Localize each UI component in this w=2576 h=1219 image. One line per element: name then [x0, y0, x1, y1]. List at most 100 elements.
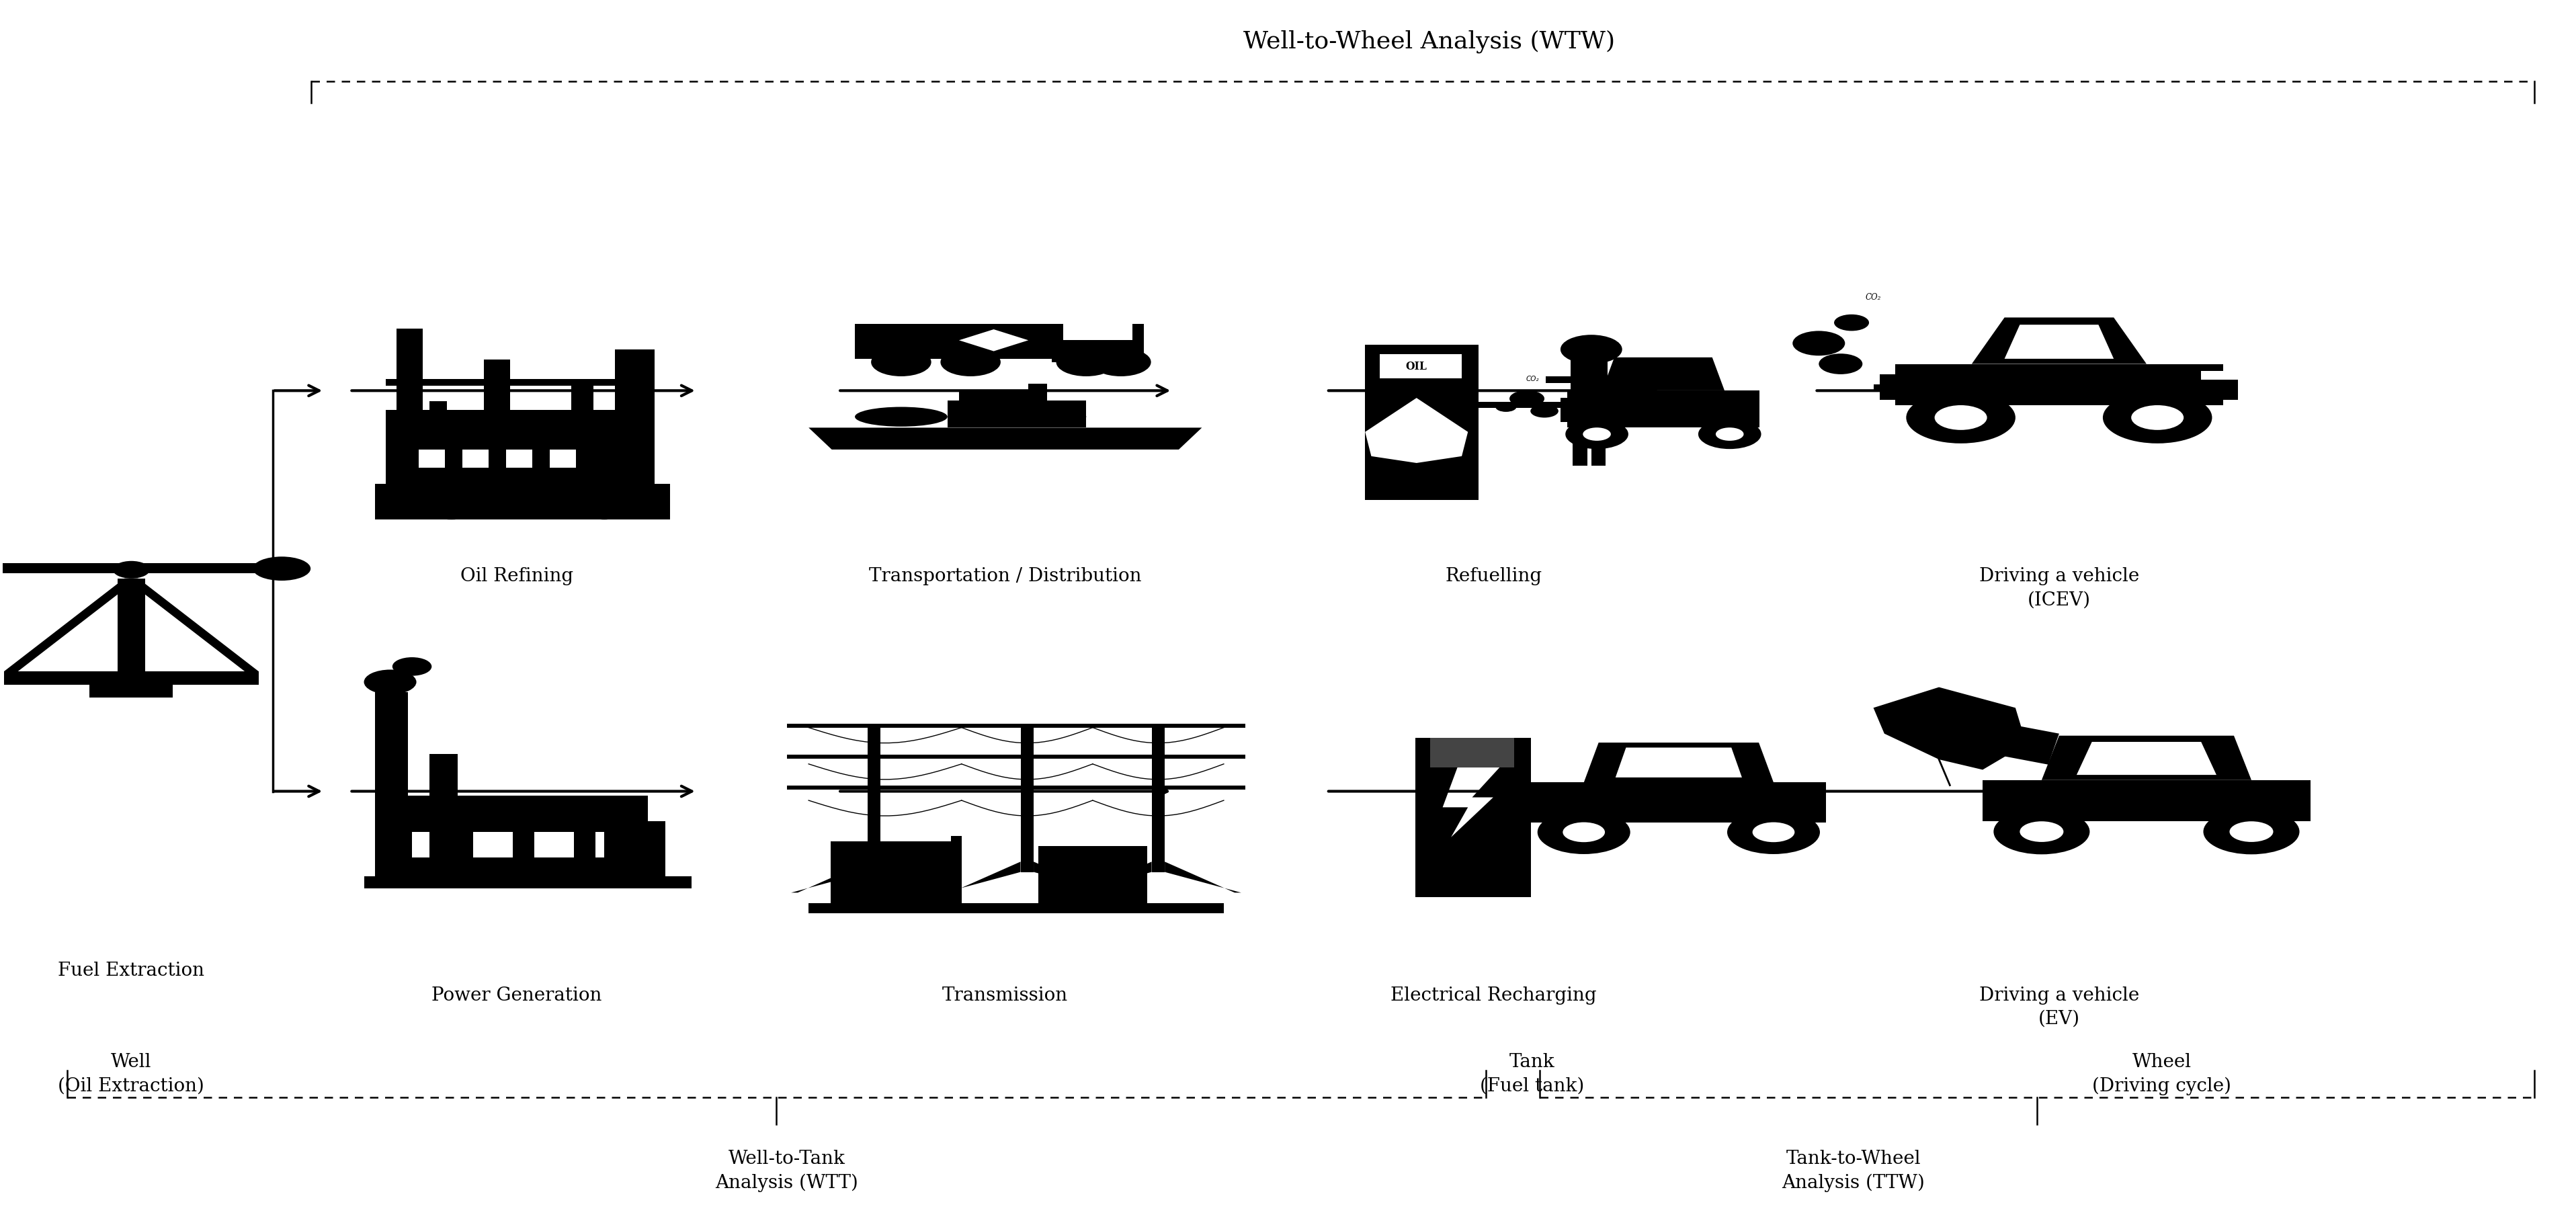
Circle shape	[1530, 405, 1558, 418]
Bar	[528, 417, 546, 484]
Polygon shape	[5, 579, 139, 672]
Ellipse shape	[994, 407, 1087, 427]
Bar	[917, 846, 930, 903]
Circle shape	[2102, 393, 2213, 444]
Bar	[2213, 374, 2239, 401]
Bar	[430, 755, 459, 878]
Polygon shape	[2004, 325, 2115, 360]
Polygon shape	[1164, 862, 1242, 892]
Polygon shape	[2043, 736, 2251, 780]
Bar	[616, 350, 654, 484]
Bar	[1896, 364, 2223, 406]
Text: Transmission: Transmission	[943, 986, 1069, 1003]
Text: Well
(Oil Extraction): Well (Oil Extraction)	[59, 1052, 204, 1095]
Circle shape	[1698, 419, 1762, 450]
Bar	[1592, 408, 1605, 467]
Circle shape	[2130, 406, 2184, 430]
Bar	[533, 831, 574, 858]
Bar	[1064, 319, 1133, 341]
Bar	[1072, 755, 1247, 758]
Bar	[1020, 728, 1033, 873]
Bar	[1051, 324, 1144, 362]
Polygon shape	[1994, 724, 2058, 764]
Circle shape	[1793, 332, 1844, 356]
Bar	[397, 329, 422, 484]
Bar	[386, 380, 626, 386]
Bar	[386, 796, 649, 878]
Bar	[1546, 377, 1577, 384]
Text: Driving a vehicle
(EV): Driving a vehicle (EV)	[1978, 986, 2138, 1028]
Bar	[1873, 385, 1906, 390]
Bar	[786, 785, 961, 790]
Bar	[417, 450, 446, 468]
Bar	[1414, 737, 1530, 897]
Circle shape	[513, 492, 564, 517]
Polygon shape	[1051, 324, 1144, 362]
Bar	[1151, 728, 1164, 873]
Polygon shape	[958, 330, 1028, 351]
Bar	[5, 672, 258, 685]
Polygon shape	[1584, 742, 1772, 783]
Bar	[386, 411, 626, 417]
Bar	[1571, 355, 1607, 408]
Polygon shape	[1074, 862, 1151, 892]
Bar	[484, 360, 510, 484]
Bar	[505, 450, 533, 468]
Circle shape	[871, 349, 933, 377]
Bar	[855, 324, 1064, 360]
Circle shape	[1582, 428, 1610, 441]
Text: Driving a vehicle
(ICEV): Driving a vehicle (ICEV)	[1978, 567, 2138, 610]
Bar	[118, 579, 144, 672]
Text: Tank-to-Wheel
Analysis (TTW): Tank-to-Wheel Analysis (TTW)	[1783, 1150, 1924, 1192]
Polygon shape	[1602, 358, 1723, 391]
Text: Tank
(Fuel tank): Tank (Fuel tank)	[1481, 1052, 1584, 1095]
Bar	[951, 836, 961, 903]
Bar	[549, 450, 577, 468]
Bar	[1430, 737, 1515, 768]
Circle shape	[417, 489, 484, 521]
Circle shape	[2202, 809, 2300, 855]
Text: CO₂: CO₂	[1525, 375, 1538, 382]
Text: Oil Refining: Oil Refining	[461, 567, 574, 585]
Polygon shape	[943, 862, 1020, 892]
Circle shape	[1566, 419, 1628, 450]
Circle shape	[363, 670, 417, 695]
Ellipse shape	[252, 557, 312, 581]
Bar	[412, 831, 451, 858]
Bar	[948, 401, 1087, 428]
Bar	[376, 692, 407, 878]
Bar	[90, 685, 173, 697]
Text: Wheel
(Driving cycle): Wheel (Driving cycle)	[2092, 1052, 2231, 1095]
Bar	[0, 563, 281, 573]
Polygon shape	[1971, 318, 2146, 364]
Bar	[1072, 785, 1247, 790]
Polygon shape	[1033, 862, 1110, 892]
Circle shape	[1935, 406, 1986, 430]
Bar	[1028, 384, 1046, 412]
Circle shape	[1497, 402, 1517, 412]
Bar	[786, 755, 961, 758]
Bar	[1479, 402, 1561, 408]
Circle shape	[2231, 822, 2272, 842]
Ellipse shape	[855, 407, 948, 427]
Circle shape	[1538, 811, 1631, 855]
Polygon shape	[124, 579, 258, 672]
Bar	[940, 785, 1115, 790]
Text: Well-to-Wheel Analysis (WTW): Well-to-Wheel Analysis (WTW)	[1244, 30, 1615, 54]
Bar	[2200, 372, 2241, 380]
Bar	[940, 724, 1115, 728]
Bar	[363, 876, 693, 889]
Polygon shape	[2076, 742, 2215, 775]
Circle shape	[392, 657, 433, 677]
Circle shape	[1752, 823, 1795, 842]
Bar	[595, 831, 634, 858]
Bar	[605, 822, 665, 878]
Polygon shape	[881, 862, 958, 892]
Circle shape	[1090, 349, 1151, 377]
Bar	[958, 393, 1041, 412]
Circle shape	[113, 561, 149, 579]
Bar	[1566, 391, 1759, 428]
Text: Transportation / Distribution: Transportation / Distribution	[868, 567, 1141, 585]
Circle shape	[1726, 811, 1819, 855]
Polygon shape	[791, 862, 868, 892]
